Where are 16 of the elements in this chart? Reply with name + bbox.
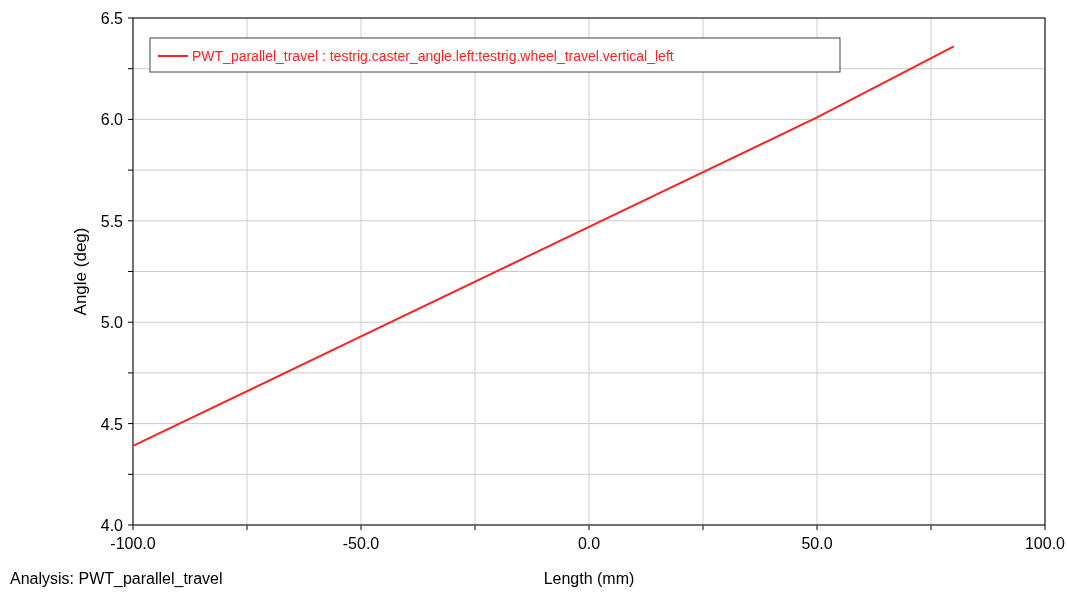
x-tick-label: 0.0 bbox=[577, 535, 601, 552]
y-tick-label: 4.0 bbox=[100, 517, 124, 534]
y-tick-label: 6.5 bbox=[100, 10, 124, 27]
y-tick-label: 5.0 bbox=[100, 314, 124, 332]
y-axis-title: Angle (deg) bbox=[71, 227, 90, 316]
y-tick-label: 5.5 bbox=[100, 212, 124, 230]
legend-label: PWT_parallel_travel : testrig.caster_angle.left:testrig.wheel_travel.vertical_left bbox=[192, 48, 674, 64]
x-tick-label: -100.0 bbox=[110, 535, 156, 552]
y-tick-label: 6.0 bbox=[100, 111, 124, 129]
x-tick-label: 50.0 bbox=[801, 535, 833, 552]
x-axis-title: Length (mm) bbox=[543, 570, 635, 587]
y-tick-label: 4.5 bbox=[100, 415, 124, 433]
line-series bbox=[132, 45, 955, 447]
x-tick-label: 100.0 bbox=[1024, 535, 1066, 552]
x-tick-label: -50.0 bbox=[342, 535, 380, 552]
text: Analysis: PWT_parallel_travel bbox=[10, 570, 223, 588]
